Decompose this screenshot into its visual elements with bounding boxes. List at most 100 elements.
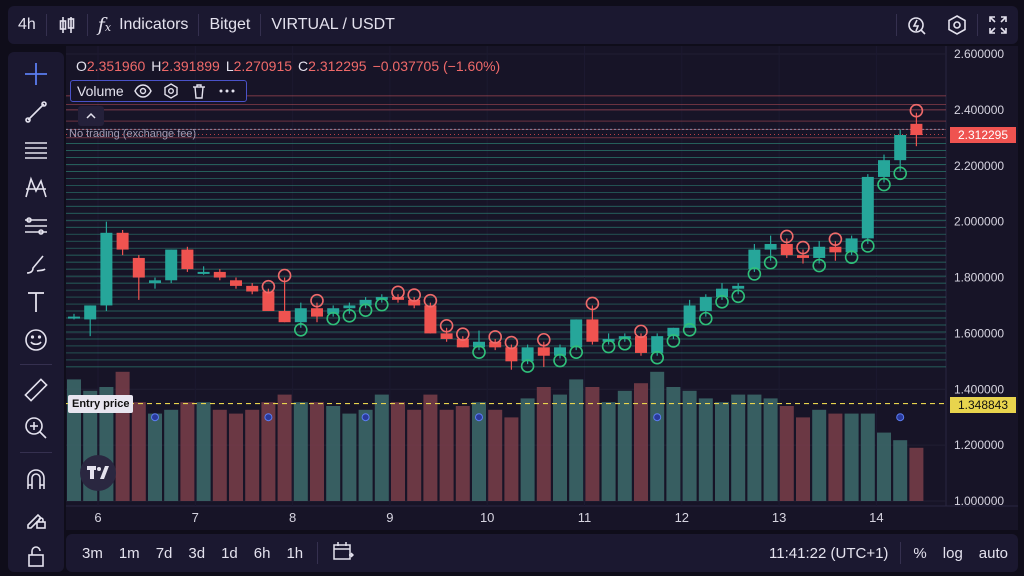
price-chart[interactable]: 2.600000 2.400000 2.200000 2.000000 1.800000…: [66, 46, 1018, 530]
price-tick-label: 1.600000: [954, 326, 1004, 340]
time-tick-label: 11: [578, 510, 592, 525]
low-value: 2.270915: [233, 58, 293, 74]
symbol-label[interactable]: VIRTUAL / USDT: [271, 16, 395, 33]
close-value: 2.312295: [308, 58, 367, 74]
volume-bar: [261, 402, 276, 501]
trade-marker: [504, 335, 519, 350]
candle-body: [764, 243, 777, 250]
eye-icon[interactable]: [133, 82, 152, 100]
candle-body: [537, 347, 550, 356]
range-3m[interactable]: 3m: [82, 544, 103, 562]
candle-body: [343, 305, 356, 309]
range-6h[interactable]: 6h: [253, 544, 271, 562]
trade-marker: [893, 166, 908, 181]
trade-marker: [553, 353, 567, 368]
candle-body: [278, 311, 291, 323]
exchange-label[interactable]: Bitget: [209, 16, 251, 33]
open-value: 2.351960: [86, 58, 146, 74]
settings-icon[interactable]: [162, 82, 180, 100]
log-toggle[interactable]: log: [942, 544, 963, 562]
price-tick-label: 1.800000: [954, 271, 1004, 285]
chart-pane[interactable]: 2.600000 2.400000 2.200000 2.000000 1.800000…: [66, 46, 1018, 530]
pattern-icon[interactable]: [22, 174, 50, 202]
range-1m[interactable]: 1m: [118, 544, 140, 562]
candle-body: [716, 288, 728, 298]
trade-marker: [682, 322, 697, 337]
calendar-icon[interactable]: [324, 541, 362, 566]
volume-bar: [472, 402, 486, 501]
range-1h[interactable]: 1h: [286, 544, 304, 562]
candle-body: [230, 280, 242, 286]
open-key: O: [76, 58, 87, 74]
tradingview-logo[interactable]: [80, 455, 116, 491]
candle-body: [408, 299, 421, 306]
candlestick-icon[interactable]: [47, 6, 87, 44]
zoom-in-icon[interactable]: [22, 414, 50, 442]
toolbar-divider: [317, 542, 319, 564]
signal-dot: [361, 413, 370, 422]
trash-icon[interactable]: [190, 82, 208, 100]
tradingview-logo-icon: [87, 466, 109, 479]
price-tick-label: 2.400000: [954, 103, 1004, 117]
magnet-icon[interactable]: [22, 466, 50, 494]
auto-toggle[interactable]: auto: [978, 544, 1008, 562]
more-icon[interactable]: [218, 82, 236, 100]
volume-bar: [342, 413, 357, 501]
volume-bar: [164, 409, 179, 501]
trade-marker: [617, 336, 632, 351]
volume-bar: [666, 387, 681, 501]
range-1d[interactable]: 1d: [221, 544, 238, 562]
candle-body: [894, 135, 907, 161]
toolbar-divider: [20, 364, 52, 365]
range-7d[interactable]: 7d: [155, 544, 173, 562]
percent-toggle[interactable]: %: [913, 544, 927, 562]
emoji-icon[interactable]: [22, 326, 50, 354]
trade-marker: [844, 250, 859, 264]
interval-selector[interactable]: 4h: [18, 16, 36, 33]
ruler-icon[interactable]: [22, 376, 50, 404]
time-tick-label: 8: [289, 510, 296, 525]
volume-bar: [293, 402, 308, 501]
volume-bar: [180, 402, 195, 501]
candle-body: [489, 341, 502, 348]
lock-drawing-icon[interactable]: [22, 504, 50, 532]
trend-line-icon[interactable]: [22, 98, 50, 126]
horizontal-lines-icon[interactable]: [22, 136, 50, 164]
volume-bar: [455, 406, 470, 501]
volume-indicator-legend[interactable]: Volume: [70, 80, 247, 102]
toolbar-divider: [977, 14, 978, 36]
clock-timezone[interactable]: 11:41:22 (UTC+1): [769, 544, 889, 562]
candle-body: [651, 336, 664, 353]
settings-icon[interactable]: [937, 6, 977, 44]
fullscreen-icon[interactable]: [978, 6, 1018, 44]
trade-marker: [666, 334, 681, 348]
volume-bar: [326, 406, 341, 501]
quick-action-icon[interactable]: [897, 6, 937, 44]
trade-marker: [374, 297, 389, 312]
candle-body: [165, 249, 178, 281]
volume-bar: [358, 409, 373, 501]
indicators-button[interactable]: fx Indicators: [88, 6, 199, 44]
candle-body: [100, 232, 113, 306]
lock-icon[interactable]: [22, 542, 50, 570]
volume-bar: [812, 409, 827, 501]
collapse-legend-button[interactable]: [78, 106, 104, 126]
candle-body: [359, 299, 372, 306]
toolbar-divider: [198, 14, 200, 36]
volume-bar: [634, 383, 648, 501]
range-3d[interactable]: 3d: [188, 544, 206, 562]
volume-bar: [763, 398, 778, 501]
volume-bar: [860, 413, 875, 501]
signal-dot: [653, 413, 662, 422]
crosshair-icon[interactable]: [22, 60, 50, 88]
prediction-icon[interactable]: [22, 212, 50, 240]
high-value: 2.391899: [161, 58, 220, 74]
bottom-toolbar: 3m 1m 7d 3d 1d 6h 1h 11:41:22 (UTC+1) % log au…: [66, 534, 1018, 572]
price-tick-label: 2.200000: [954, 159, 1004, 173]
trade-marker: [520, 359, 535, 373]
volume-bar: [731, 394, 746, 501]
trade-marker: [715, 295, 729, 309]
volume-bar: [893, 440, 908, 501]
brush-icon[interactable]: [22, 250, 50, 278]
text-tool-icon[interactable]: [22, 288, 50, 316]
